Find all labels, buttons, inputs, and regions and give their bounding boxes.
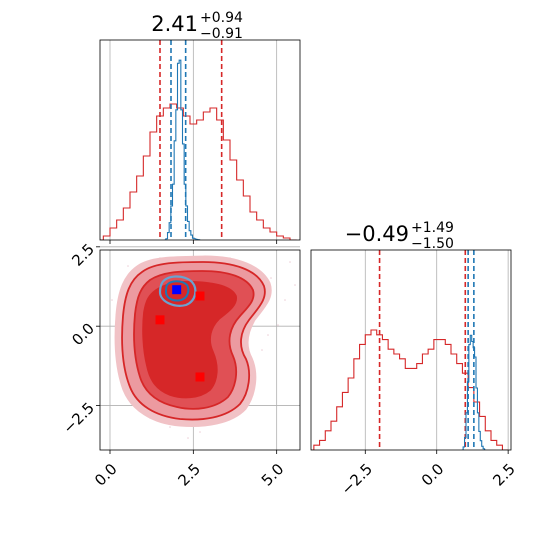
hist-series-1 <box>164 59 201 240</box>
contour-level-3 <box>142 280 238 399</box>
y-tick-label-0: 2.5 <box>68 240 98 270</box>
hist-series-0 <box>311 329 509 450</box>
x-tick-label-2: 5.0 <box>258 460 288 490</box>
x-tick-label-1: 2.5 <box>174 460 204 490</box>
grid-top-left <box>109 40 278 240</box>
panel-top-left: 2.41 +0.94 −0.91 <box>99 10 301 244</box>
marker-0-1 <box>195 291 205 301</box>
title-top-left: 2.41 <box>151 12 198 36</box>
x-tick-label-1: 0.0 <box>418 460 448 490</box>
frame-bottom-right <box>310 249 512 451</box>
title-top-left-minus: −0.91 <box>200 26 243 42</box>
marker-1-0 <box>172 285 182 295</box>
frame-top-left <box>99 39 301 241</box>
panel-bottom-left: 0.0 2.5 5.0 2.5 0.0 −2.5 <box>60 240 301 490</box>
title-bottom-right-minus: −1.50 <box>411 236 454 252</box>
x-tick-label-0: 0.0 <box>91 460 121 490</box>
frame-bottom-left <box>99 249 301 451</box>
blue-contour-inner <box>164 280 190 302</box>
histogram-top-left <box>100 40 297 240</box>
grid-bottom-right <box>364 250 509 450</box>
markers-bottom-left <box>155 285 205 382</box>
marker-0-2 <box>195 372 205 382</box>
y-tick-label-1: 0.0 <box>68 319 98 349</box>
blue-contour-outer <box>158 275 197 307</box>
title-bottom-right: −0.49 <box>345 222 409 246</box>
y-tick-label-2: −2.5 <box>60 399 98 437</box>
histogram-bottom-right <box>311 250 509 450</box>
ticks-top-left <box>109 240 278 244</box>
hist-series-0 <box>100 103 297 240</box>
panel-bottom-right: −2.5 0.0 2.5 −0.49 +1.49 −1.50 <box>310 220 519 499</box>
title-top-left-plus: +0.94 <box>200 10 243 26</box>
title-bottom-right-plus: +1.49 <box>411 220 454 236</box>
x-tick-label-2: 2.5 <box>489 460 519 490</box>
ticks-bottom-right: −2.5 0.0 2.5 <box>338 450 519 499</box>
x-tick-label-0: −2.5 <box>338 460 376 498</box>
marker-0-0 <box>155 315 165 325</box>
contour-bottom-left <box>111 255 296 439</box>
